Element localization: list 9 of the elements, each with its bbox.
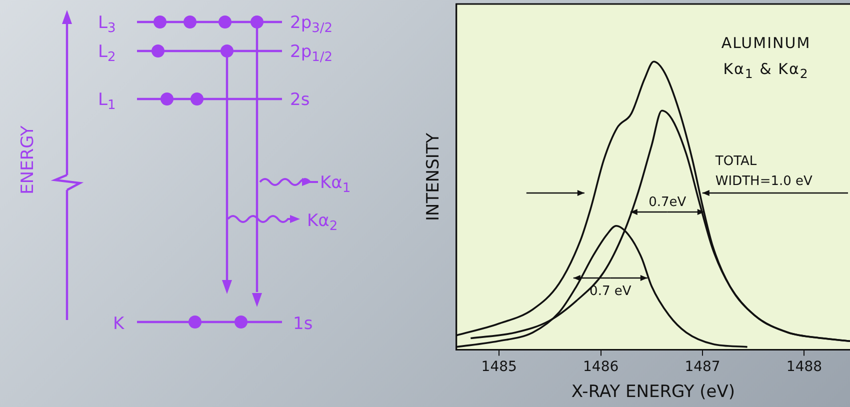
x-axis-title: X-RAY ENERGY (eV)	[571, 382, 736, 402]
x-tick-label: 1488	[786, 358, 822, 375]
x-tick-label: 1487	[684, 358, 720, 375]
x-tick-label: 1486	[583, 358, 619, 375]
annotation: 0.7eV	[648, 195, 686, 210]
annotation: TOTAL WIDTH=1.0 eV	[714, 154, 813, 189]
x-tick-label: 1485	[481, 358, 517, 375]
y-axis-title: INTENSITY	[424, 132, 444, 221]
chart-title: ALUMINUM Kα$_{1}$ & Kα$_{2}$	[720, 33, 812, 83]
